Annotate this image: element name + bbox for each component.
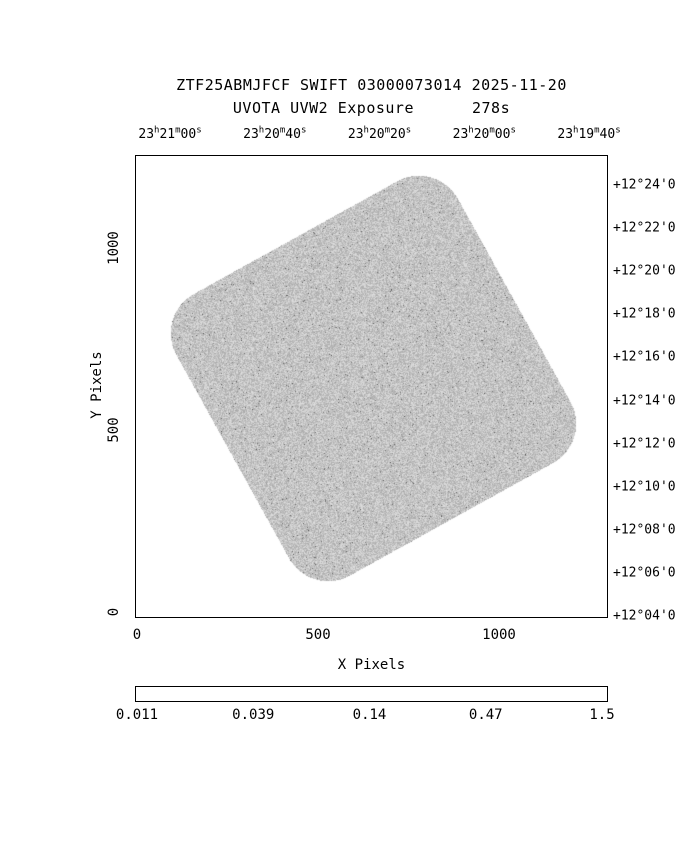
- colorbar-canvas: [136, 687, 436, 837]
- dec-tick-label: +12°06'0: [613, 565, 676, 581]
- x-tick-label: 0: [132, 627, 142, 643]
- subtitle-exposure-time: 278s: [471, 99, 511, 117]
- colorbar-tick-label: 1.5: [589, 707, 615, 723]
- x-tick-label: 500: [305, 627, 331, 643]
- ra-tick-label: 23h19m40s: [557, 125, 621, 142]
- dec-tick-label: +12°04'0: [613, 608, 676, 624]
- ra-tick-label: 23h20m20s: [347, 125, 412, 142]
- colorbar-tick-label: 0.039: [232, 707, 275, 723]
- ra-tick-label: 23h21m00s: [138, 125, 202, 142]
- dec-tick-label: +12°16'0: [613, 349, 676, 365]
- plot-subtitle: UVOTA UVW2 Exposure 278s: [135, 99, 608, 117]
- ra-tick-label: 23h20m40s: [243, 125, 307, 142]
- colorbar-tick-label: 0.47: [468, 707, 503, 723]
- subtitle-filter-text: UVOTA UVW2 Exposure: [232, 99, 414, 117]
- colorbar-tick-label: 0.14: [352, 707, 387, 723]
- dec-tick-label: +12°08'0: [613, 522, 676, 538]
- y-tick-label: 0: [106, 607, 122, 617]
- colorbar: [135, 686, 608, 837]
- plot-frame: [135, 155, 608, 618]
- exposure-image-canvas: [136, 156, 607, 617]
- dec-tick-label: +12°12'0: [613, 436, 676, 452]
- dec-tick-label: +12°22'0: [613, 220, 676, 236]
- dec-tick-label: +12°10'0: [613, 479, 676, 495]
- x-axis-label: X Pixels: [337, 657, 406, 673]
- x-tick-label: 1000: [482, 627, 516, 643]
- y-tick-label: 1000: [106, 231, 122, 265]
- dec-tick-label: +12°24'0: [613, 177, 676, 193]
- y-tick-label: 500: [106, 417, 122, 443]
- colorbar-tick-label: 0.011: [115, 707, 159, 723]
- dec-tick-label: +12°20'0: [613, 263, 676, 279]
- plot-title: ZTF25ABMJFCF SWIFT 03000073014 2025-11-2…: [176, 76, 567, 94]
- dec-tick-label: +12°18'0: [613, 306, 676, 322]
- y-axis-label: Y Pixels: [89, 351, 105, 419]
- ra-tick-label: 23h20m00s: [452, 125, 516, 142]
- dec-tick-label: +12°14'0: [613, 393, 676, 408]
